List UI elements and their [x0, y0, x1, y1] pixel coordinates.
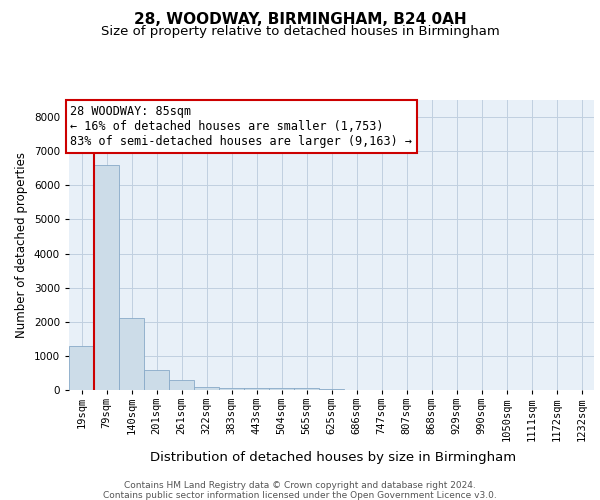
Bar	[169, 380, 194, 390]
Bar	[269, 388, 294, 390]
Text: 28, WOODWAY, BIRMINGHAM, B24 0AH: 28, WOODWAY, BIRMINGHAM, B24 0AH	[134, 12, 466, 28]
Text: 28 WOODWAY: 85sqm
← 16% of detached houses are smaller (1,753)
83% of semi-detac: 28 WOODWAY: 85sqm ← 16% of detached hous…	[70, 105, 412, 148]
Text: Distribution of detached houses by size in Birmingham: Distribution of detached houses by size …	[150, 451, 516, 464]
Bar	[219, 388, 244, 390]
Text: Contains HM Land Registry data © Crown copyright and database right 2024.: Contains HM Land Registry data © Crown c…	[124, 481, 476, 490]
Y-axis label: Number of detached properties: Number of detached properties	[15, 152, 28, 338]
Bar	[294, 388, 319, 390]
Bar	[94, 165, 119, 390]
Bar	[194, 386, 219, 390]
Bar	[144, 370, 169, 390]
Bar	[319, 388, 344, 390]
Text: Size of property relative to detached houses in Birmingham: Size of property relative to detached ho…	[101, 25, 499, 38]
Bar	[69, 346, 94, 390]
Bar	[119, 318, 144, 390]
Text: Contains public sector information licensed under the Open Government Licence v3: Contains public sector information licen…	[103, 491, 497, 500]
Bar	[244, 388, 269, 390]
